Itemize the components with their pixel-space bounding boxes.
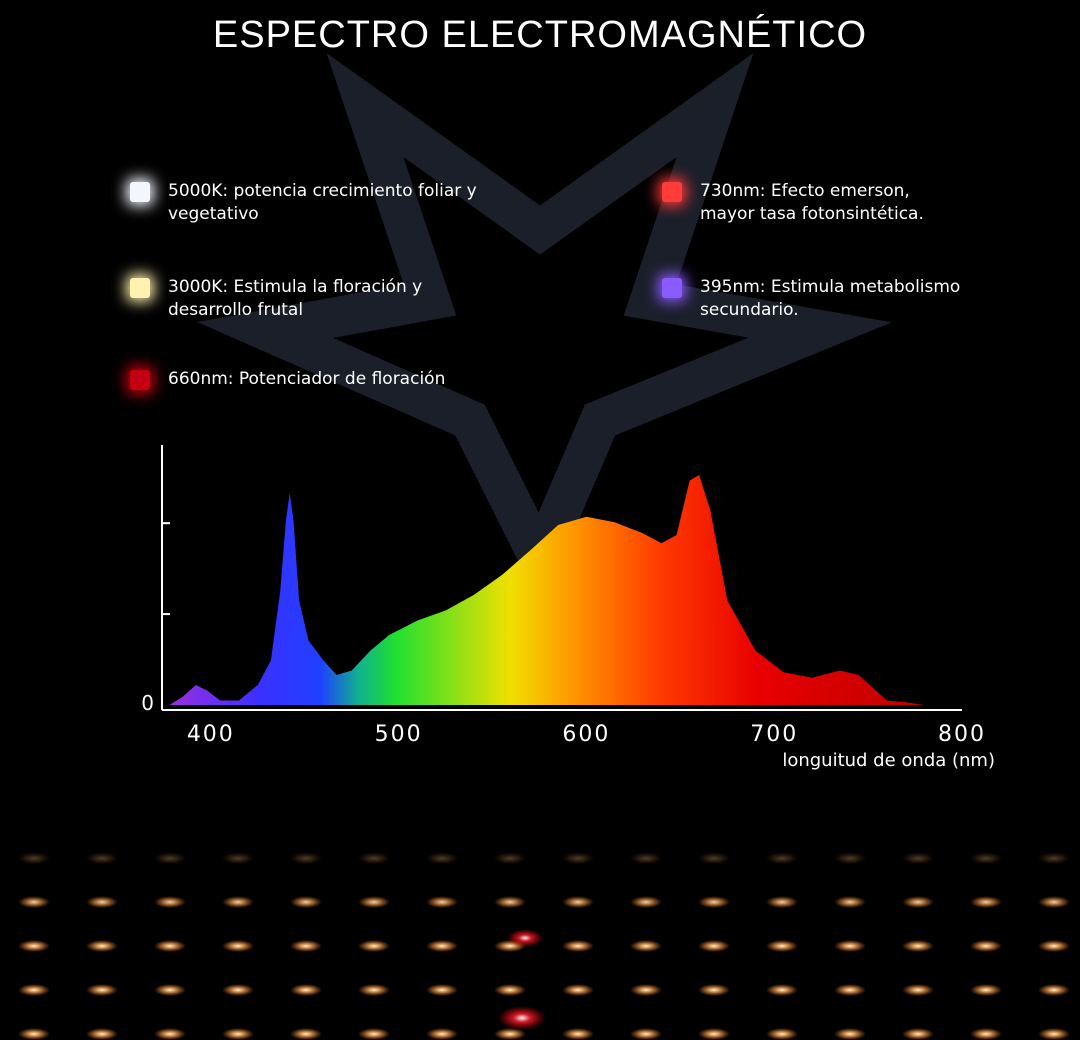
x-axis-label: longuitud de onda (nm) [782, 750, 995, 771]
lights-fade [0, 840, 1080, 910]
red-light [507, 929, 543, 947]
legend-swatch [662, 182, 682, 202]
x-tick-label: 500 [375, 722, 423, 747]
x-tick-label: 800 [938, 722, 986, 747]
legend-item: 5000K: potencia crecimiento foliar y veg… [130, 180, 490, 226]
legend-label: 730nm: Efecto emerson, mayor tasa fotons… [700, 181, 924, 224]
x-tick-label: 700 [750, 722, 798, 747]
legend-label: 5000K: potencia crecimiento foliar y veg… [168, 181, 477, 224]
legend-item: 730nm: Efecto emerson, mayor tasa fotons… [662, 180, 962, 226]
logo-watermark [197, 52, 892, 608]
legend-swatch [130, 278, 150, 298]
legend-swatch [130, 182, 150, 202]
x-tick-label: 400 [187, 722, 235, 747]
red-light [498, 1006, 546, 1030]
page-title: ESPECTRO ELECTROMAGNÉTICO [212, 14, 868, 56]
legend-label: 660nm: Potenciador de floración [168, 369, 446, 389]
legend-label: 3000K: Estimula la floración y desarroll… [168, 277, 423, 320]
legend-item: 395nm: Estimula metabolismo secundario. [662, 276, 962, 322]
legend-swatch [130, 370, 150, 390]
legend-label: 395nm: Estimula metabolismo secundario. [700, 277, 961, 320]
spectrum-area [169, 475, 925, 705]
x-tick-label: 600 [562, 722, 610, 747]
legend-item: 3000K: Estimula la floración y desarroll… [130, 276, 490, 322]
y-tick-label: 0 [141, 691, 154, 715]
legend-swatch [662, 278, 682, 298]
legend-item: 660nm: Potenciador de floración [130, 368, 490, 391]
